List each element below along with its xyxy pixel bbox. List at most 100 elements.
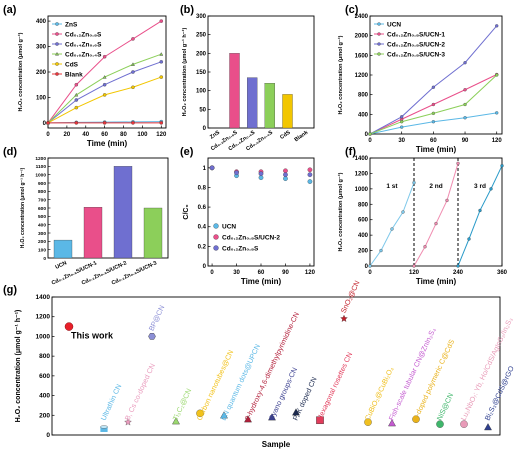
bar	[113, 166, 133, 259]
category-label: UCN	[55, 260, 68, 270]
y-tick-label: 800	[358, 202, 369, 208]
comparison-marker	[340, 314, 348, 322]
data-point	[379, 248, 383, 253]
data-point	[307, 179, 313, 184]
data-point	[423, 245, 427, 249]
y-tick-label: 600	[358, 218, 369, 224]
panel-label: (g)	[3, 284, 17, 296]
x-tick-label: 40	[82, 132, 89, 138]
legend-label: Cd₀.₂Zn₀.₈S/UCN-3	[387, 52, 445, 59]
panel-a-chart: 0 100 200 300 400 0 20 40 60 80 100 120 H₂O₂ concent…	[17, 15, 167, 148]
comparison-marker	[364, 418, 372, 426]
this-work-label: This work	[71, 331, 114, 341]
y-tick-label: 200	[36, 70, 47, 76]
series-line	[457, 165, 503, 267]
x-axis-label: Time (min)	[416, 277, 457, 286]
data-point	[258, 171, 264, 177]
legend-label: UCN	[387, 22, 401, 29]
y-tick-label: 0	[46, 432, 50, 439]
y-tick-label: 200	[358, 249, 369, 255]
data-point	[102, 82, 107, 87]
x-tick-label: 80	[120, 132, 127, 138]
legend-marker	[55, 22, 59, 26]
data-point	[456, 264, 460, 268]
y-tick-label: 400	[39, 393, 50, 400]
y-tick-label: 800	[39, 353, 50, 360]
data-point	[467, 237, 471, 241]
data-point	[131, 121, 135, 125]
panel-label: (c)	[345, 4, 359, 16]
legend-label: Cd₀.₄Zn₀.₆S	[65, 42, 102, 49]
data-point	[368, 132, 372, 136]
data-point	[434, 221, 438, 226]
comparison-marker-top	[100, 425, 108, 429]
panel-b-chart: 0 50 100 150 200 250 300 H₂O₂ concentration (μm…	[181, 14, 315, 152]
y-tick-label: 300	[38, 231, 46, 237]
data-point	[463, 88, 467, 92]
legend-marker	[213, 245, 219, 251]
y-tick-label: 500	[38, 214, 46, 220]
bar	[282, 94, 293, 129]
y-axis-label: H₂O₂ concentration (μmol g⁻¹ h⁻¹)	[20, 167, 26, 248]
y-tick-label: 1000	[36, 333, 51, 340]
bar	[83, 207, 103, 259]
legend-label: Cd₀.₂Zn₀.₈S	[65, 32, 102, 39]
data-point	[368, 264, 372, 268]
legend-label: UCN	[222, 224, 236, 231]
data-point	[431, 111, 436, 115]
y-tick-label: 0	[365, 132, 369, 138]
y-tick-label: 400	[358, 233, 369, 239]
comparison-marker	[148, 333, 156, 340]
category-label: Blank	[294, 129, 310, 143]
category-label: CdS	[279, 130, 292, 141]
legend-label: Cd₀.₂Zn₀.₈S/UCN-1	[387, 32, 445, 39]
panel-label: (b)	[180, 4, 194, 16]
data-point	[131, 62, 135, 66]
legend-label: Blank	[65, 72, 83, 79]
y-tick-label: 0	[203, 126, 207, 132]
data-point	[307, 167, 313, 173]
data-point	[463, 116, 467, 120]
bar	[53, 239, 73, 259]
cycle-label: 3 rd	[474, 183, 486, 190]
data-point	[159, 121, 164, 125]
x-tick-label: 120	[156, 132, 167, 138]
data-point	[159, 52, 164, 56]
data-point	[431, 85, 436, 89]
legend-label: CdS	[65, 62, 79, 69]
x-tick-label: 60	[101, 132, 108, 138]
y-tick-label: 1100	[36, 164, 47, 170]
data-point	[456, 161, 460, 166]
y-tick-label: 150	[196, 70, 207, 76]
x-axis-label: Time (min)	[241, 277, 282, 286]
series-line	[369, 182, 415, 267]
legend-marker	[213, 234, 219, 240]
panel-d-chart: 0 100 200 300 400 500 600 700 800 900 1000 1100 1200…	[20, 156, 169, 287]
data-point	[159, 19, 164, 23]
y-tick-label: 400	[36, 19, 47, 25]
y-tick-label: 250	[196, 33, 207, 39]
y-tick-label: 100	[36, 95, 47, 101]
comparison-label: Ultrathin CN	[99, 383, 124, 422]
x-tick-label: 0	[368, 270, 372, 276]
data-point	[283, 172, 288, 178]
y-axis-label: H₂O₂ concentration (μmol g⁻¹)	[337, 172, 344, 251]
legend-label: Cd₀.₂Zn₀.₈S/UCN-2	[387, 42, 445, 49]
x-tick-label: 120	[409, 270, 420, 276]
legend-marker	[377, 52, 381, 56]
data-point	[74, 82, 79, 87]
y-axis-label: H₂O₂ concentration (μmol g⁻¹)	[337, 35, 344, 114]
panel-e-chart: 0 0.2 0.4 0.6 0.8 1 0 30 60 90 120 C/C₀ Time (min) UC…	[183, 157, 316, 286]
comparison-marker	[124, 418, 132, 426]
x-tick-label: 60	[258, 270, 265, 276]
y-tick-label: 0	[43, 121, 47, 127]
x-tick-label: 30	[233, 270, 240, 276]
comparison-marker	[292, 408, 300, 416]
y-tick-label: 900	[38, 181, 46, 187]
y-tick-label: 300	[36, 45, 47, 51]
y-tick-label: 1400	[36, 294, 51, 301]
y-tick-label: 700	[38, 197, 46, 203]
data-point	[102, 54, 107, 59]
y-tick-label: 1200	[355, 171, 369, 177]
